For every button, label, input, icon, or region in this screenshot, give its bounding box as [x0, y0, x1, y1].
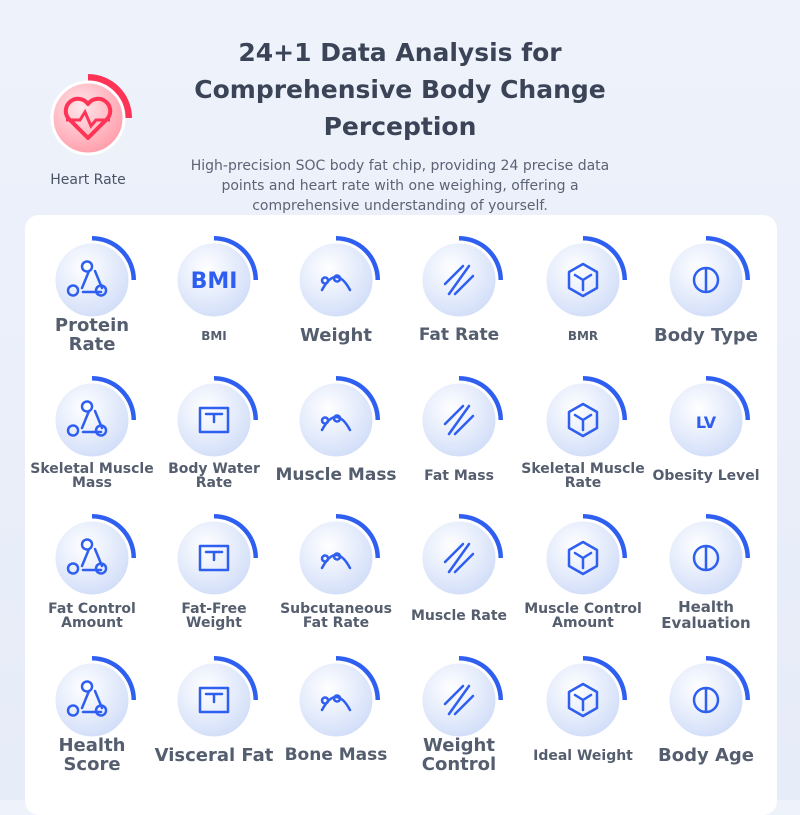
icon-glyph: [443, 404, 475, 436]
metric-label: Obesity Level: [652, 467, 760, 484]
icon-glyph: [692, 686, 720, 714]
icon-glyph: [198, 406, 230, 434]
heart-rate-label: Heart Rate: [50, 172, 126, 188]
subtitle-line: comprehensive understanding of yourself.: [252, 198, 548, 214]
metric-icon: [296, 656, 380, 740]
icon-glyph: [567, 540, 599, 576]
icon-glyph: [320, 274, 352, 292]
metric-label: Body Type: [654, 324, 758, 346]
metric-label: BMR: [567, 328, 599, 343]
metric-label: Health Evaluation: [661, 598, 751, 632]
metric-icon: LV: [666, 376, 750, 460]
icon-circle: [52, 240, 132, 320]
metric-icon: [52, 656, 136, 740]
metric-icon: [419, 236, 503, 320]
metric-icon: [543, 236, 627, 320]
title: 24+1 Data Analysis for Comprehensive Bod…: [150, 34, 650, 145]
icon-glyph: [320, 552, 352, 570]
icon-text: LV: [696, 413, 717, 432]
icon-glyph: [692, 544, 720, 572]
icon-glyph: [198, 544, 230, 572]
icon-glyph: [320, 414, 352, 432]
metric-icon: [543, 656, 627, 740]
metric-icon: [296, 236, 380, 320]
icon-glyph: [198, 686, 230, 714]
icon-glyph: [443, 684, 475, 716]
icon-circle: [666, 380, 746, 460]
icon-glyph: [692, 266, 720, 294]
metric-label: Fat Control Amount: [48, 600, 136, 632]
subtitle-line: High-precision SOC body fat chip, provid…: [190, 158, 610, 174]
metric-label: Body Age: [658, 744, 754, 766]
metric-icon: [419, 376, 503, 460]
metric-icon: [666, 656, 750, 740]
heart-rate-icon: [50, 74, 132, 156]
metric-label: Muscle Rate: [410, 607, 508, 624]
metric-label: Visceral Fat: [154, 744, 274, 766]
metric-icon: [543, 514, 627, 598]
metric-icon: [52, 236, 136, 320]
card: [25, 215, 777, 815]
metric-icon: [174, 656, 258, 740]
metric-label: BMI: [201, 328, 227, 343]
icon-circle: [52, 518, 132, 598]
icon-glyph: [567, 682, 599, 718]
metric-icon: [666, 236, 750, 320]
metric-label: Subcutaneous Fat Rate: [280, 600, 392, 632]
icon-glyph: [567, 402, 599, 438]
icon-glyph: [443, 542, 475, 574]
metric-label: Muscle Mass: [275, 465, 397, 485]
metric-icon: [174, 514, 258, 598]
icon-circle: [52, 660, 132, 740]
icon-circle: [52, 380, 132, 460]
metric-label: Weight: [300, 324, 372, 346]
icon-glyph: [66, 260, 108, 297]
metric-label: Bone Mass: [284, 745, 388, 765]
icon-text: BMI: [191, 269, 238, 294]
icon-glyph: [320, 694, 352, 712]
metric-label: Fat-Free Weight: [181, 600, 247, 632]
metric-icon: [296, 376, 380, 460]
metric-label: Fat Mass: [424, 467, 494, 484]
metric-label: Body Water Rate: [168, 460, 260, 492]
metric-label: Skeletal Muscle Rate: [521, 460, 645, 492]
metric-icon: [296, 514, 380, 598]
subtitle-line: points and heart rate with one weighing,…: [221, 178, 579, 194]
metric-icon: [174, 376, 258, 460]
metric-icon: [419, 656, 503, 740]
icon-glyph: [66, 680, 108, 717]
metric-label: Ideal Weight: [533, 747, 633, 764]
metric-icon: [52, 376, 136, 460]
icon-glyph: [66, 538, 108, 575]
metric-icon: [52, 514, 136, 598]
icon-glyph: [443, 264, 475, 296]
metric-label: Muscle Control Amount: [524, 600, 642, 632]
metric-label: Fat Rate: [418, 325, 500, 345]
metric-icon: [666, 514, 750, 598]
subtitle: High-precision SOC body fat chip, provid…: [130, 156, 670, 216]
metric-icon: [543, 376, 627, 460]
metric-label: Skeletal Muscle Mass: [30, 460, 154, 492]
metric-label: Weight Control: [421, 735, 497, 775]
title-line: 24+1 Data Analysis for: [238, 38, 562, 67]
icon-glyph: [66, 400, 108, 437]
title-line: Comprehensive Body Change: [194, 75, 606, 104]
icon-circle: [174, 240, 254, 320]
metric-icon: BMI: [174, 236, 258, 320]
icon-glyph: [567, 262, 599, 298]
metric-icon: [419, 514, 503, 598]
title-line: Perception: [323, 112, 477, 141]
metric-label: Health Score: [58, 735, 126, 775]
metric-label: Protein Rate: [54, 315, 130, 355]
